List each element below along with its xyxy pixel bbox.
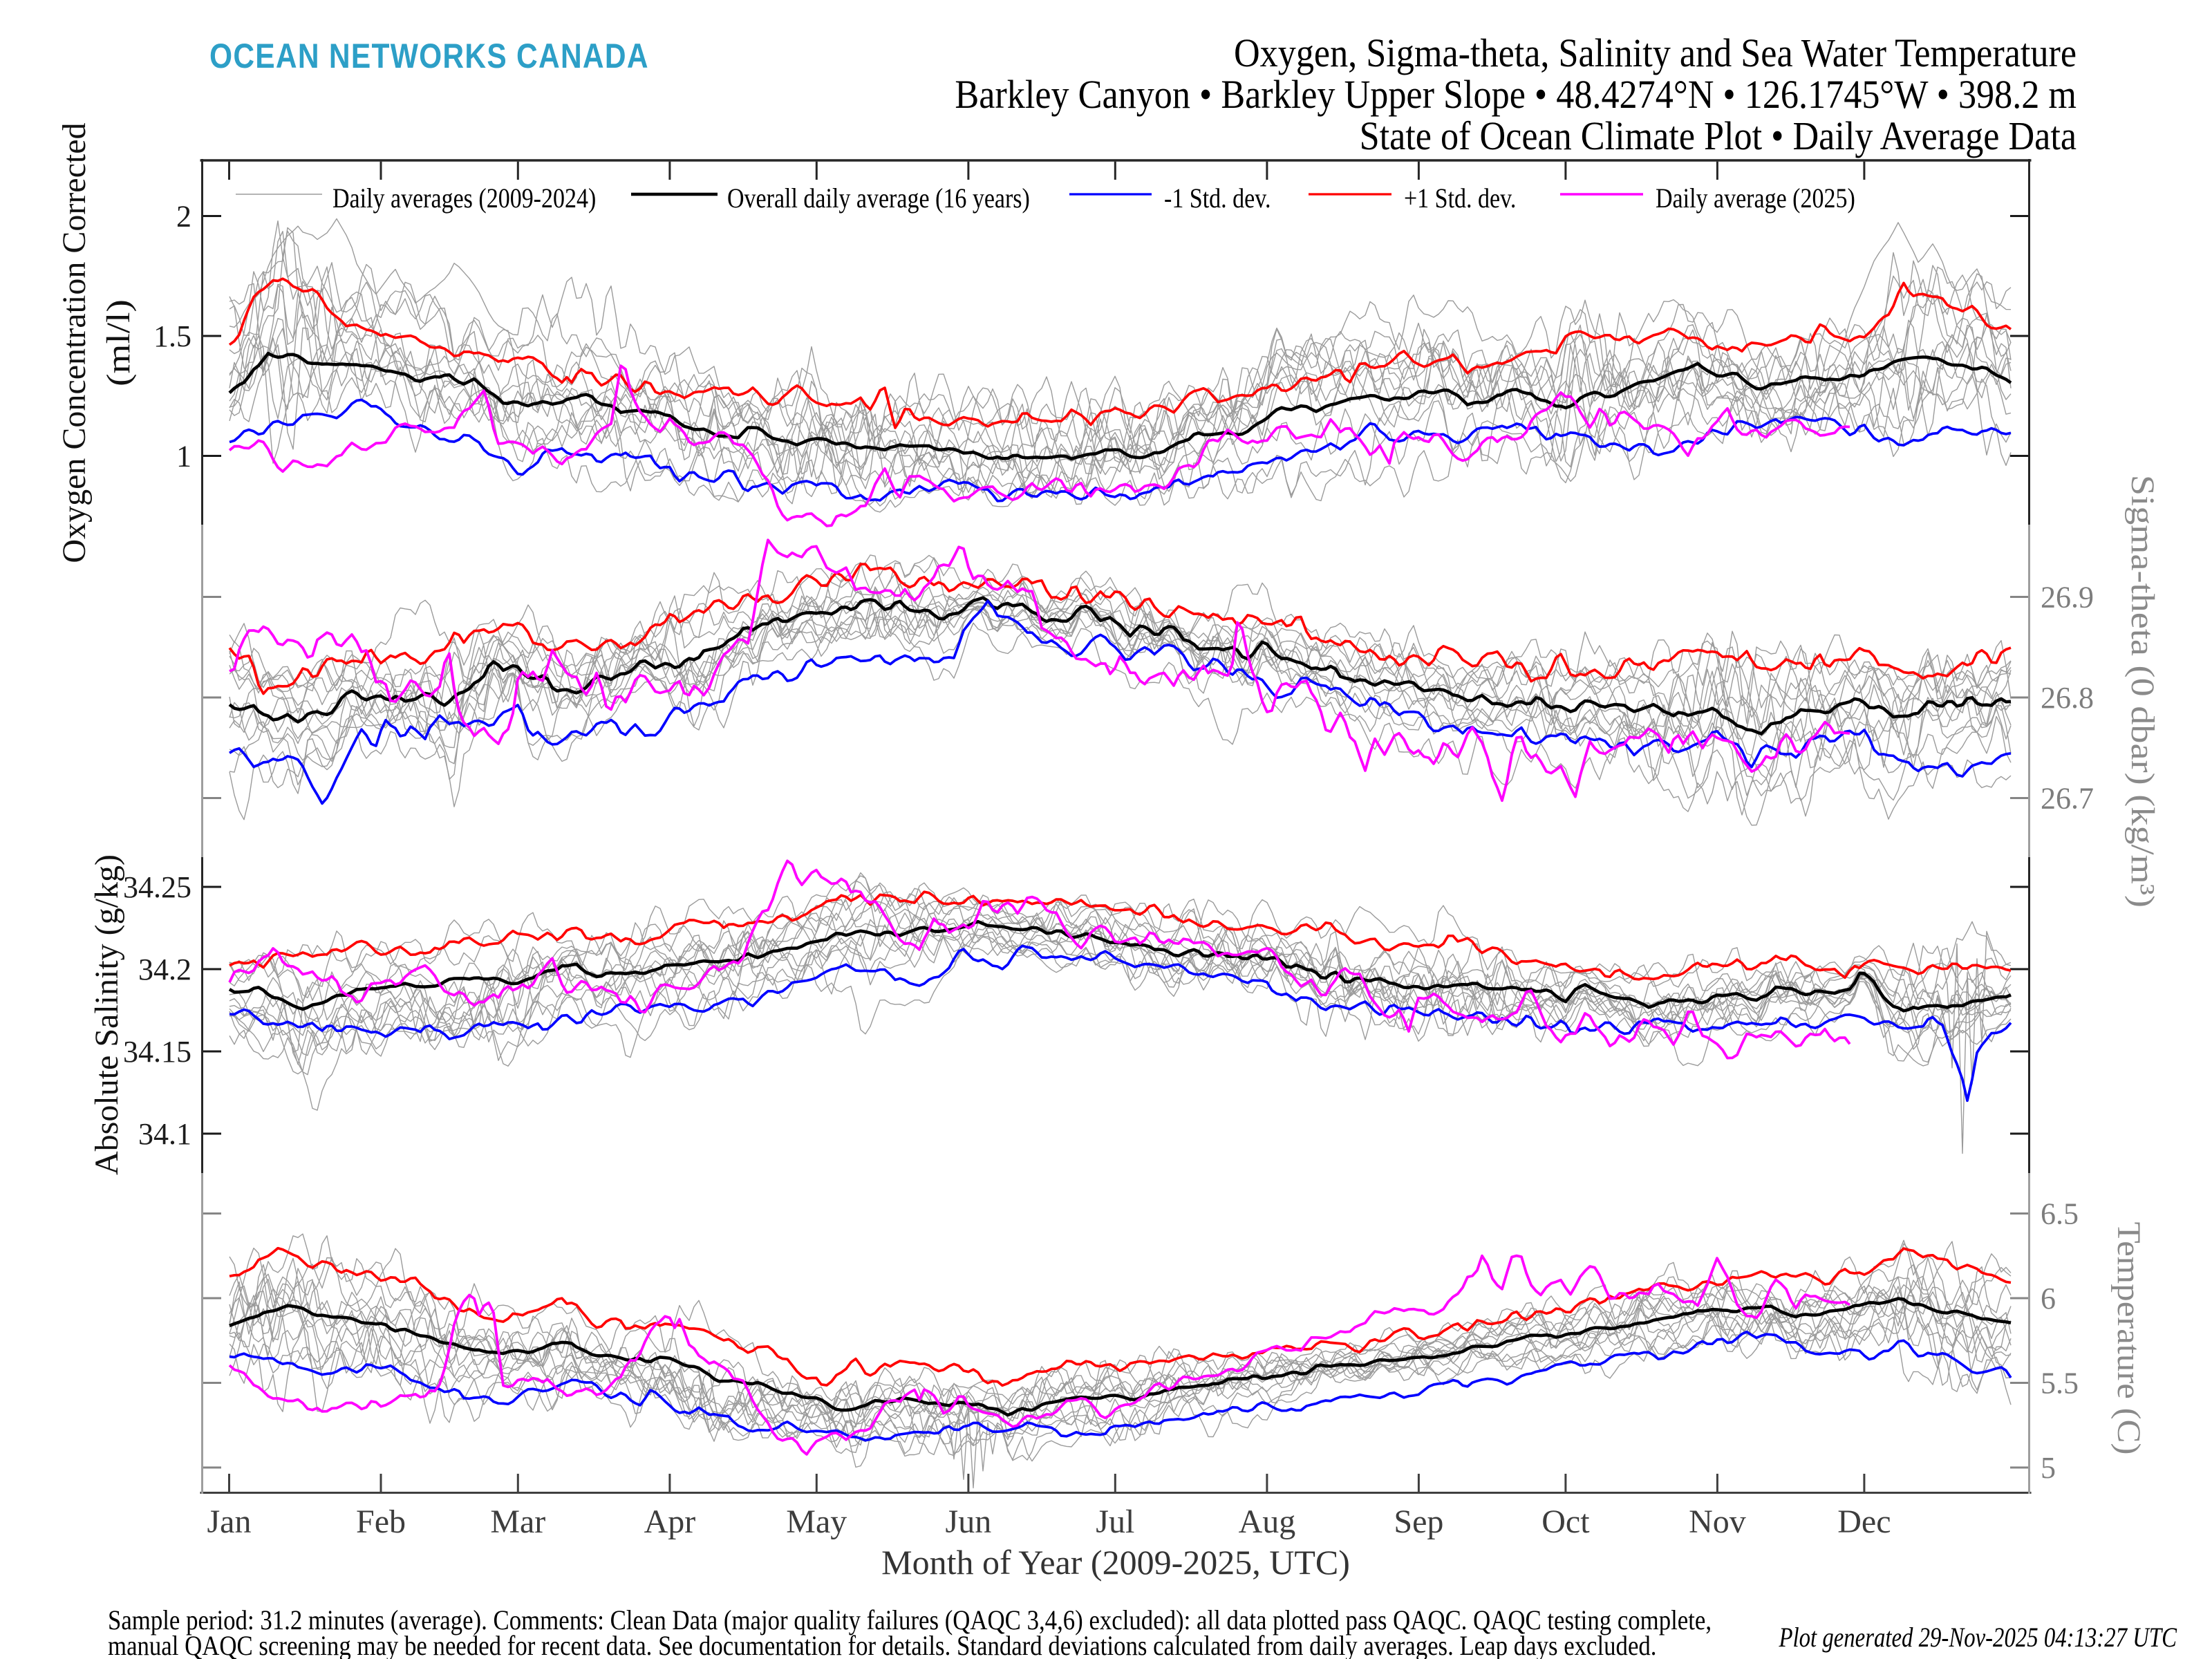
svg-text:6: 6	[2041, 1282, 2056, 1315]
svg-text:26.8: 26.8	[2041, 681, 2094, 715]
svg-text:Feb: Feb	[356, 1503, 406, 1540]
svg-text:Apr: Apr	[644, 1503, 696, 1540]
svg-text:Oct: Oct	[1541, 1503, 1590, 1540]
svg-text:+1 Std. dev.: +1 Std. dev.	[1404, 184, 1516, 214]
svg-text:-1 Std. dev.: -1 Std. dev.	[1164, 184, 1271, 214]
svg-text:26.9: 26.9	[2041, 581, 2094, 615]
svg-text:34.25: 34.25	[123, 870, 191, 904]
svg-text:34.2: 34.2	[138, 953, 191, 986]
svg-text:34.1: 34.1	[138, 1117, 191, 1151]
svg-text:2: 2	[176, 200, 191, 234]
svg-text:Aug: Aug	[1239, 1503, 1296, 1540]
svg-text:34.15: 34.15	[123, 1035, 191, 1069]
svg-text:1.5: 1.5	[153, 319, 191, 353]
svg-text:Jan: Jan	[207, 1503, 252, 1540]
svg-text:Sep: Sep	[1394, 1503, 1443, 1540]
svg-text:manual QAQC screening may be n: manual QAQC screening may be needed for …	[108, 1631, 1656, 1659]
svg-text:Oxygen, Sigma-theta, Salinity: Oxygen, Sigma-theta, Salinity and Sea Wa…	[1234, 30, 2077, 75]
svg-text:State of Ocean Climate Plot •: State of Ocean Climate Plot • Daily Aver…	[1360, 113, 2077, 158]
svg-text:Month of Year (2009-2025, UTC): Month of Year (2009-2025, UTC)	[881, 1543, 1350, 1582]
svg-text:Temperature (C): Temperature (C)	[2110, 1222, 2147, 1455]
svg-text:(ml/l): (ml/l)	[100, 299, 137, 386]
svg-text:Overall daily average (16 year: Overall daily average (16 years)	[727, 184, 1030, 214]
svg-text:Plot generated 29-Nov-2025 04:: Plot generated 29-Nov-2025 04:13:27 UTC	[1779, 1622, 2177, 1653]
svg-text:Nov: Nov	[1689, 1503, 1746, 1540]
svg-text:Sigma-theta (0 dbar) (kg/m³): Sigma-theta (0 dbar) (kg/m³)	[2124, 475, 2161, 908]
svg-text:Mar: Mar	[490, 1503, 545, 1540]
svg-text:Absolute Salinity (g/kg): Absolute Salinity (g/kg)	[88, 854, 125, 1175]
svg-text:26.7: 26.7	[2041, 782, 2094, 816]
svg-text:Daily averages (2009-2024): Daily averages (2009-2024)	[332, 184, 596, 214]
svg-text:May: May	[786, 1503, 847, 1540]
svg-text:Barkley Canyon • Barkley Upper: Barkley Canyon • Barkley Upper Slope • 4…	[955, 72, 2077, 116]
svg-text:5.5: 5.5	[2041, 1367, 2079, 1400]
svg-text:5: 5	[2041, 1451, 2056, 1485]
svg-text:OCEAN NETWORKS CANADA: OCEAN NETWORKS CANADA	[209, 37, 649, 75]
svg-text:Daily average (2025): Daily average (2025)	[1656, 184, 1855, 214]
svg-text:Oxygen Concentration Corrected: Oxygen Concentration Corrected	[56, 122, 93, 563]
svg-text:Dec: Dec	[1837, 1503, 1891, 1540]
svg-text:1: 1	[176, 440, 191, 474]
svg-text:Jun: Jun	[946, 1503, 992, 1540]
svg-text:6.5: 6.5	[2041, 1197, 2079, 1231]
svg-text:Sample period: 31.2 minutes (a: Sample period: 31.2 minutes (average). C…	[108, 1606, 1712, 1636]
svg-text:Jul: Jul	[1096, 1503, 1134, 1540]
